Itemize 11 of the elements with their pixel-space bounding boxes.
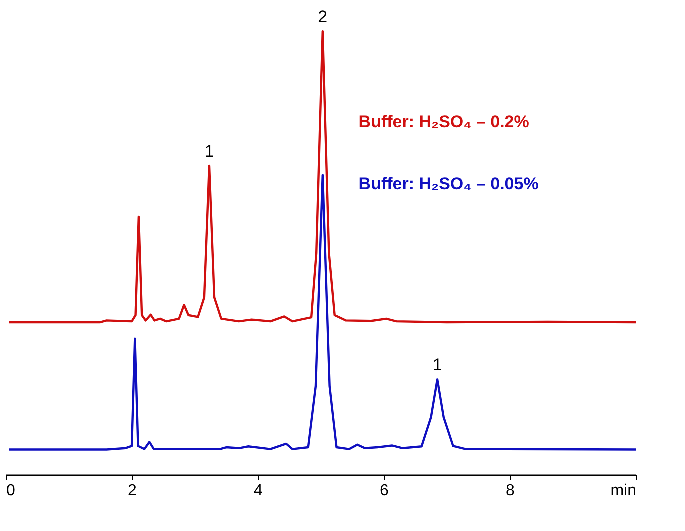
- x-tick-label: 6: [380, 482, 390, 500]
- annotation: 1: [432, 356, 442, 375]
- x-tick-label: min: [610, 482, 636, 500]
- x-tick-label: 0: [6, 482, 16, 500]
- x-tick-label: 8: [506, 482, 516, 500]
- series-label: Buffer: H₂SO₄ – 0.2%: [358, 112, 530, 132]
- annotation: 1: [204, 142, 214, 161]
- x-tick-label: 4: [254, 482, 264, 500]
- text: Buffer: H₂SO₄ – 0.05%: [358, 174, 539, 194]
- x-tick-label: 2: [128, 482, 138, 500]
- annotation: 2: [318, 8, 328, 27]
